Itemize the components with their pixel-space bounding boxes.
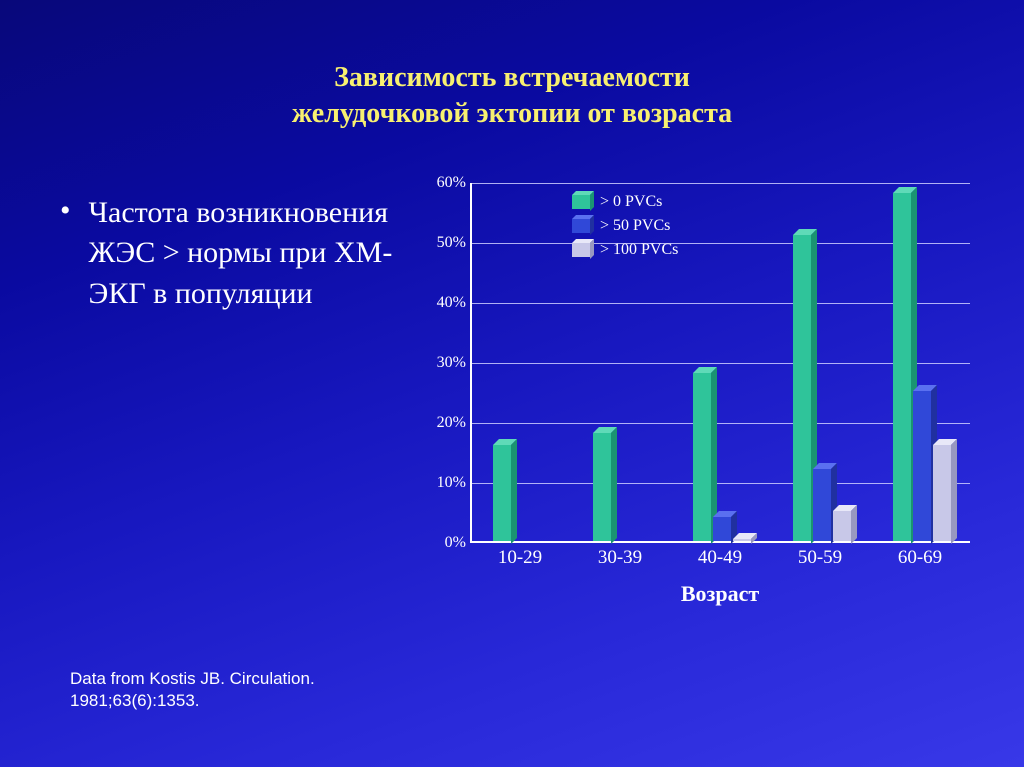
bar-group (882, 193, 962, 541)
bar (733, 539, 751, 541)
x-tick-label: 50-59 (770, 547, 870, 569)
legend-label: > 50 PVCs (600, 217, 670, 235)
bar (693, 373, 711, 541)
bar (933, 445, 951, 541)
left-column: • Частота возникновения ЖЭС > нормы при … (40, 173, 400, 613)
bar (893, 193, 911, 541)
x-tick-label: 40-49 (670, 547, 770, 569)
bar (913, 391, 931, 541)
legend-swatch (572, 243, 590, 257)
plot-area: > 0 PVCs > 50 PVCs > 100 PVCs (470, 183, 970, 543)
y-tick-label: 40% (437, 294, 466, 312)
chart-container: 0%10%20%30%40%50%60% > 0 PVCs> 50 PVCs> … (420, 173, 984, 613)
legend: > 0 PVCs > 50 PVCs > 100 PVCs (572, 193, 678, 265)
citation-line-1: Data from Kostis JB. Circulation. (70, 668, 315, 690)
bar (493, 445, 511, 541)
slide-title: Зависимость встречаемости желудочковой э… (0, 0, 1024, 133)
y-tick-label: 20% (437, 414, 466, 432)
y-tick-label: 50% (437, 234, 466, 252)
legend-item: > 50 PVCs (572, 217, 678, 235)
y-tick-label: 10% (437, 474, 466, 492)
grid-line (472, 183, 970, 184)
bar (813, 469, 831, 541)
bullet-item: • Частота возникновения ЖЭС > нормы при … (60, 193, 400, 315)
title-line-2: желудочковой эктопии от возраста (0, 96, 1024, 132)
bar (833, 511, 851, 541)
bar-group (782, 235, 862, 541)
bar-group (682, 373, 762, 541)
legend-swatch (572, 195, 590, 209)
y-axis-labels: 0%10%20%30%40%50%60% (422, 183, 466, 543)
bullet-text: Частота возникновения ЖЭС > нормы при ХМ… (89, 193, 400, 315)
bar (793, 235, 811, 541)
x-axis-title: Возраст (470, 581, 970, 607)
chart: 0%10%20%30%40%50%60% > 0 PVCs> 50 PVCs> … (470, 183, 970, 573)
legend-label: > 100 PVCs (600, 241, 678, 259)
bar (713, 517, 731, 541)
legend-item: > 100 PVCs (572, 241, 678, 259)
bar-group (482, 445, 562, 541)
x-tick-label: 10-29 (470, 547, 570, 569)
y-tick-label: 30% (437, 354, 466, 372)
legend-item: > 0 PVCs (572, 193, 678, 211)
x-tick-label: 60-69 (870, 547, 970, 569)
legend-swatch (572, 219, 590, 233)
y-tick-label: 60% (437, 174, 466, 192)
citation-line-2: 1981;63(6):1353. (70, 690, 315, 712)
title-line-1: Зависимость встречаемости (0, 60, 1024, 96)
bar-group (582, 433, 662, 541)
legend-label: > 0 PVCs (600, 193, 662, 211)
x-tick-label: 30-39 (570, 547, 670, 569)
citation: Data from Kostis JB. Circulation. 1981;6… (70, 668, 315, 712)
bullet-icon: • (60, 193, 89, 229)
y-tick-label: 0% (445, 534, 466, 552)
x-axis-labels: 10-2930-3940-4950-5960-69 (470, 547, 970, 569)
bar (593, 433, 611, 541)
content-row: • Частота возникновения ЖЭС > нормы при … (0, 133, 1024, 613)
